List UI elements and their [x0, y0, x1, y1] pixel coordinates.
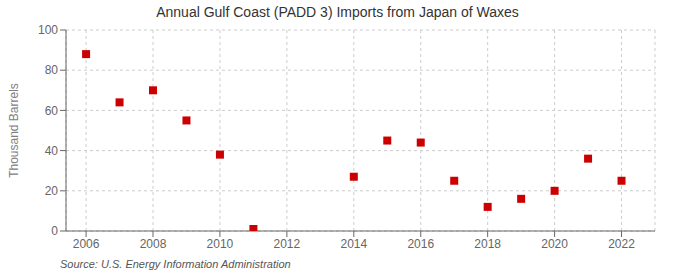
- svg-text:60: 60: [45, 104, 59, 118]
- svg-text:Thousand Barrels: Thousand Barrels: [8, 83, 21, 178]
- svg-text:2016: 2016: [407, 237, 434, 251]
- svg-text:2010: 2010: [207, 237, 234, 251]
- svg-text:0: 0: [51, 224, 58, 238]
- svg-text:2014: 2014: [340, 237, 367, 251]
- html-text:Source: U.S. Energy Informatio: Source: U.S. Energy Information Administ…: [60, 258, 291, 270]
- html-text:Annual Gulf Coast (PADD 3) Imp: Annual Gulf Coast (PADD 3) Imports from …: [156, 4, 519, 20]
- svg-text:2006: 2006: [73, 237, 100, 251]
- svg-text:2018: 2018: [474, 237, 501, 251]
- svg-text:2020: 2020: [541, 237, 568, 251]
- svg-text:40: 40: [45, 144, 59, 158]
- svg-text:100: 100: [38, 24, 58, 37]
- svg-text:20: 20: [45, 184, 59, 198]
- svg-text:80: 80: [45, 63, 59, 77]
- svg-text:2022: 2022: [608, 237, 635, 251]
- svg-text:2012: 2012: [274, 237, 301, 251]
- svg-text:2008: 2008: [140, 237, 167, 251]
